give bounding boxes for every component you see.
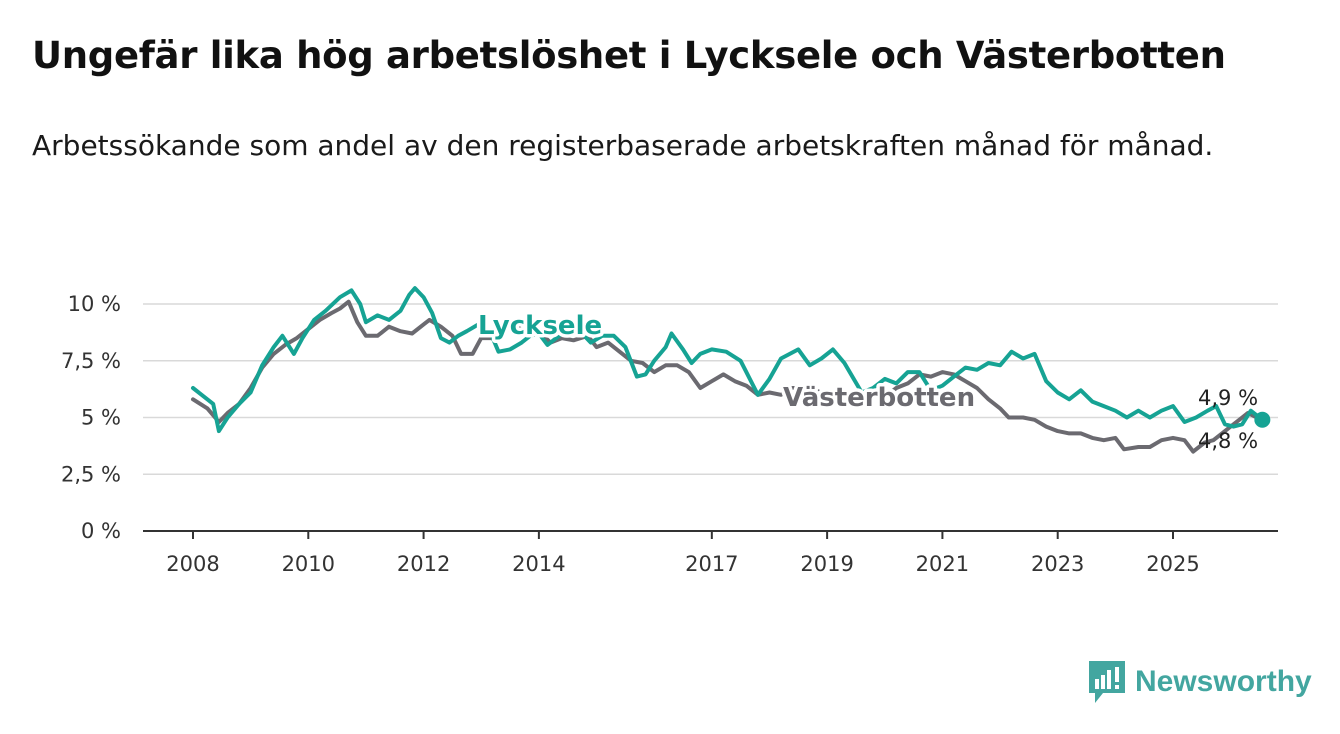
x-tick-label: 2012 <box>397 552 450 576</box>
end-label-vasterbotten: 4,8 % <box>1198 429 1258 453</box>
chart-title: Ungefär lika hög arbetslöshet i Lycksele… <box>32 34 1226 77</box>
x-tick-label: 2010 <box>282 552 335 576</box>
x-tick-label: 2023 <box>1031 552 1084 576</box>
brand-name: Newsworthy <box>1135 665 1312 698</box>
x-tick-label: 2017 <box>685 552 738 576</box>
brand-logo: Newsworthy <box>1089 660 1312 704</box>
y-tick-label: 10 % <box>68 292 121 316</box>
x-tick-label: 2014 <box>512 552 565 576</box>
series-label-lycksele: Lycksele <box>478 311 602 341</box>
x-tick-label: 2019 <box>800 552 853 576</box>
end-label-lycksele: 4,9 % <box>1198 386 1258 410</box>
newsworthy-logo-icon <box>1089 661 1125 703</box>
series-label-vasterbotten: Västerbotten <box>783 383 975 413</box>
end-point-lycksele <box>1254 411 1271 428</box>
y-tick-label: 2,5 % <box>61 462 121 486</box>
series-line-vsterbotten <box>191 299 1265 454</box>
y-tick-label: 7,5 % <box>61 349 121 373</box>
x-tick-label: 2008 <box>166 552 219 576</box>
x-tick-label: 2021 <box>916 552 969 576</box>
x-tick-label: 2025 <box>1146 552 1199 576</box>
y-tick-label: 5 % <box>81 406 121 430</box>
chart-subtitle: Arbetssökande som andel av den registerb… <box>32 129 1214 162</box>
y-tick-label: 0 % <box>81 519 121 543</box>
series-line-lycksele <box>191 286 1265 434</box>
